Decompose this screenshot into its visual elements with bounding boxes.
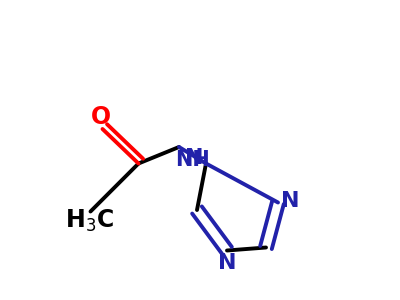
- Text: N: N: [281, 191, 300, 211]
- Text: N: N: [218, 253, 236, 273]
- Text: H$_3$C: H$_3$C: [64, 207, 114, 234]
- Text: NH: NH: [175, 151, 210, 170]
- Text: N: N: [185, 148, 204, 168]
- Text: O: O: [91, 105, 111, 129]
